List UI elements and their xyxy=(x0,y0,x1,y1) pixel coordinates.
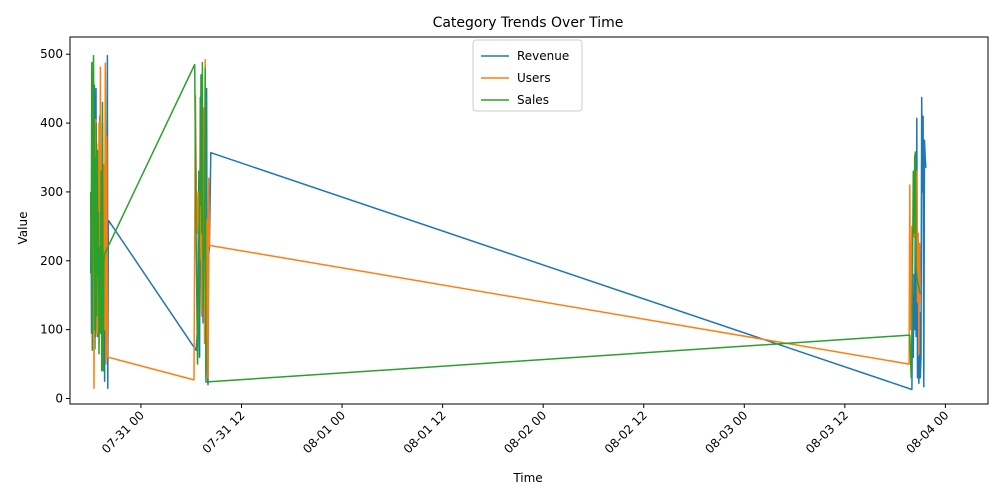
legend-label-users: Users xyxy=(517,71,551,85)
series-group xyxy=(89,54,927,391)
y-tick-label: 200 xyxy=(40,254,63,268)
y-tick-label: 0 xyxy=(55,391,63,405)
y-tick-label: 100 xyxy=(40,323,63,337)
y-axis-label: Value xyxy=(16,212,30,245)
legend-label-revenue: Revenue xyxy=(517,49,569,63)
y-tick-label: 500 xyxy=(40,47,63,61)
series-line-sales xyxy=(89,54,922,383)
legend: Revenue Users Sales xyxy=(472,39,583,112)
legend-label-sales: Sales xyxy=(517,93,549,107)
chart-title: Category Trends Over Time xyxy=(433,15,624,31)
y-tick-label: 300 xyxy=(40,185,63,199)
series-line-revenue xyxy=(89,54,927,391)
y-tick-label: 400 xyxy=(40,116,63,130)
y-axis-ticks: 0 100 200 300 400 500 xyxy=(40,47,70,405)
legend-box xyxy=(472,39,583,112)
axes-frame xyxy=(69,36,989,405)
x-axis-label: Time xyxy=(512,471,542,485)
